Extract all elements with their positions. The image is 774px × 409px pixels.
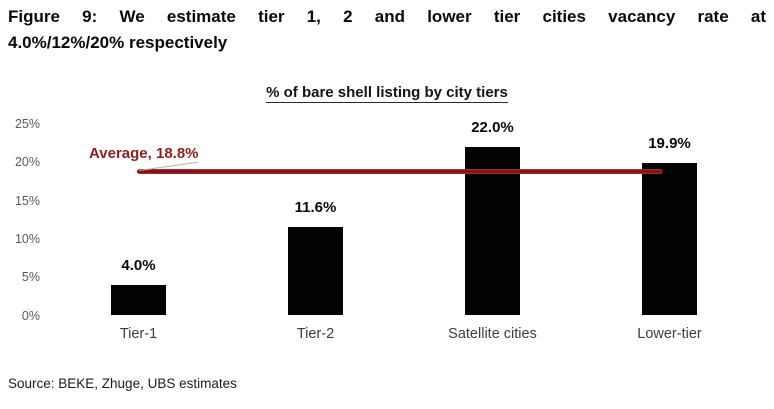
bar-lower-tier bbox=[642, 163, 697, 316]
bar-value-label: 19.9% bbox=[648, 135, 691, 153]
bar-tier-2 bbox=[288, 226, 343, 316]
source-note: Source: BEKE, Zhuge, UBS estimates bbox=[8, 376, 237, 391]
x-axis-category-label: Tier-2 bbox=[296, 325, 335, 342]
chart-title: % of bare shell listing by city tiers bbox=[0, 84, 774, 103]
y-axis-tick-label: 20% bbox=[14, 155, 40, 170]
x-axis-category-label: Satellite cities bbox=[448, 325, 537, 342]
figure-title: Figure 9: We estimate tier 1, 2 and lowe… bbox=[8, 4, 766, 56]
bar-value-label: 4.0% bbox=[121, 256, 156, 274]
bar-value-label: 11.6% bbox=[294, 198, 337, 216]
figure-title-line-1: Figure 9: We estimate tier 1, 2 and lowe… bbox=[8, 7, 766, 26]
average-line bbox=[137, 168, 663, 174]
bar-satellite-cities bbox=[465, 146, 520, 316]
y-axis-tick-label: 10% bbox=[14, 231, 40, 246]
figure-title-line-2: 4.0%/12%/20% respectively bbox=[8, 33, 228, 52]
average-value-label: Average, 18.8% bbox=[89, 145, 199, 162]
y-axis-tick-label: 25% bbox=[14, 116, 40, 131]
x-axis-category-label: Tier-1 bbox=[119, 325, 158, 342]
bar-value-label: 22.0% bbox=[471, 118, 514, 136]
chart-title-text: % of bare shell listing by city tiers bbox=[266, 84, 508, 103]
y-axis-tick-label: 15% bbox=[14, 193, 40, 208]
x-axis-category-label: Lower-tier bbox=[637, 325, 702, 342]
y-axis-tick-label: 0% bbox=[21, 308, 40, 323]
y-axis-tick-label: 5% bbox=[21, 270, 40, 285]
bar-tier-1 bbox=[111, 284, 166, 316]
